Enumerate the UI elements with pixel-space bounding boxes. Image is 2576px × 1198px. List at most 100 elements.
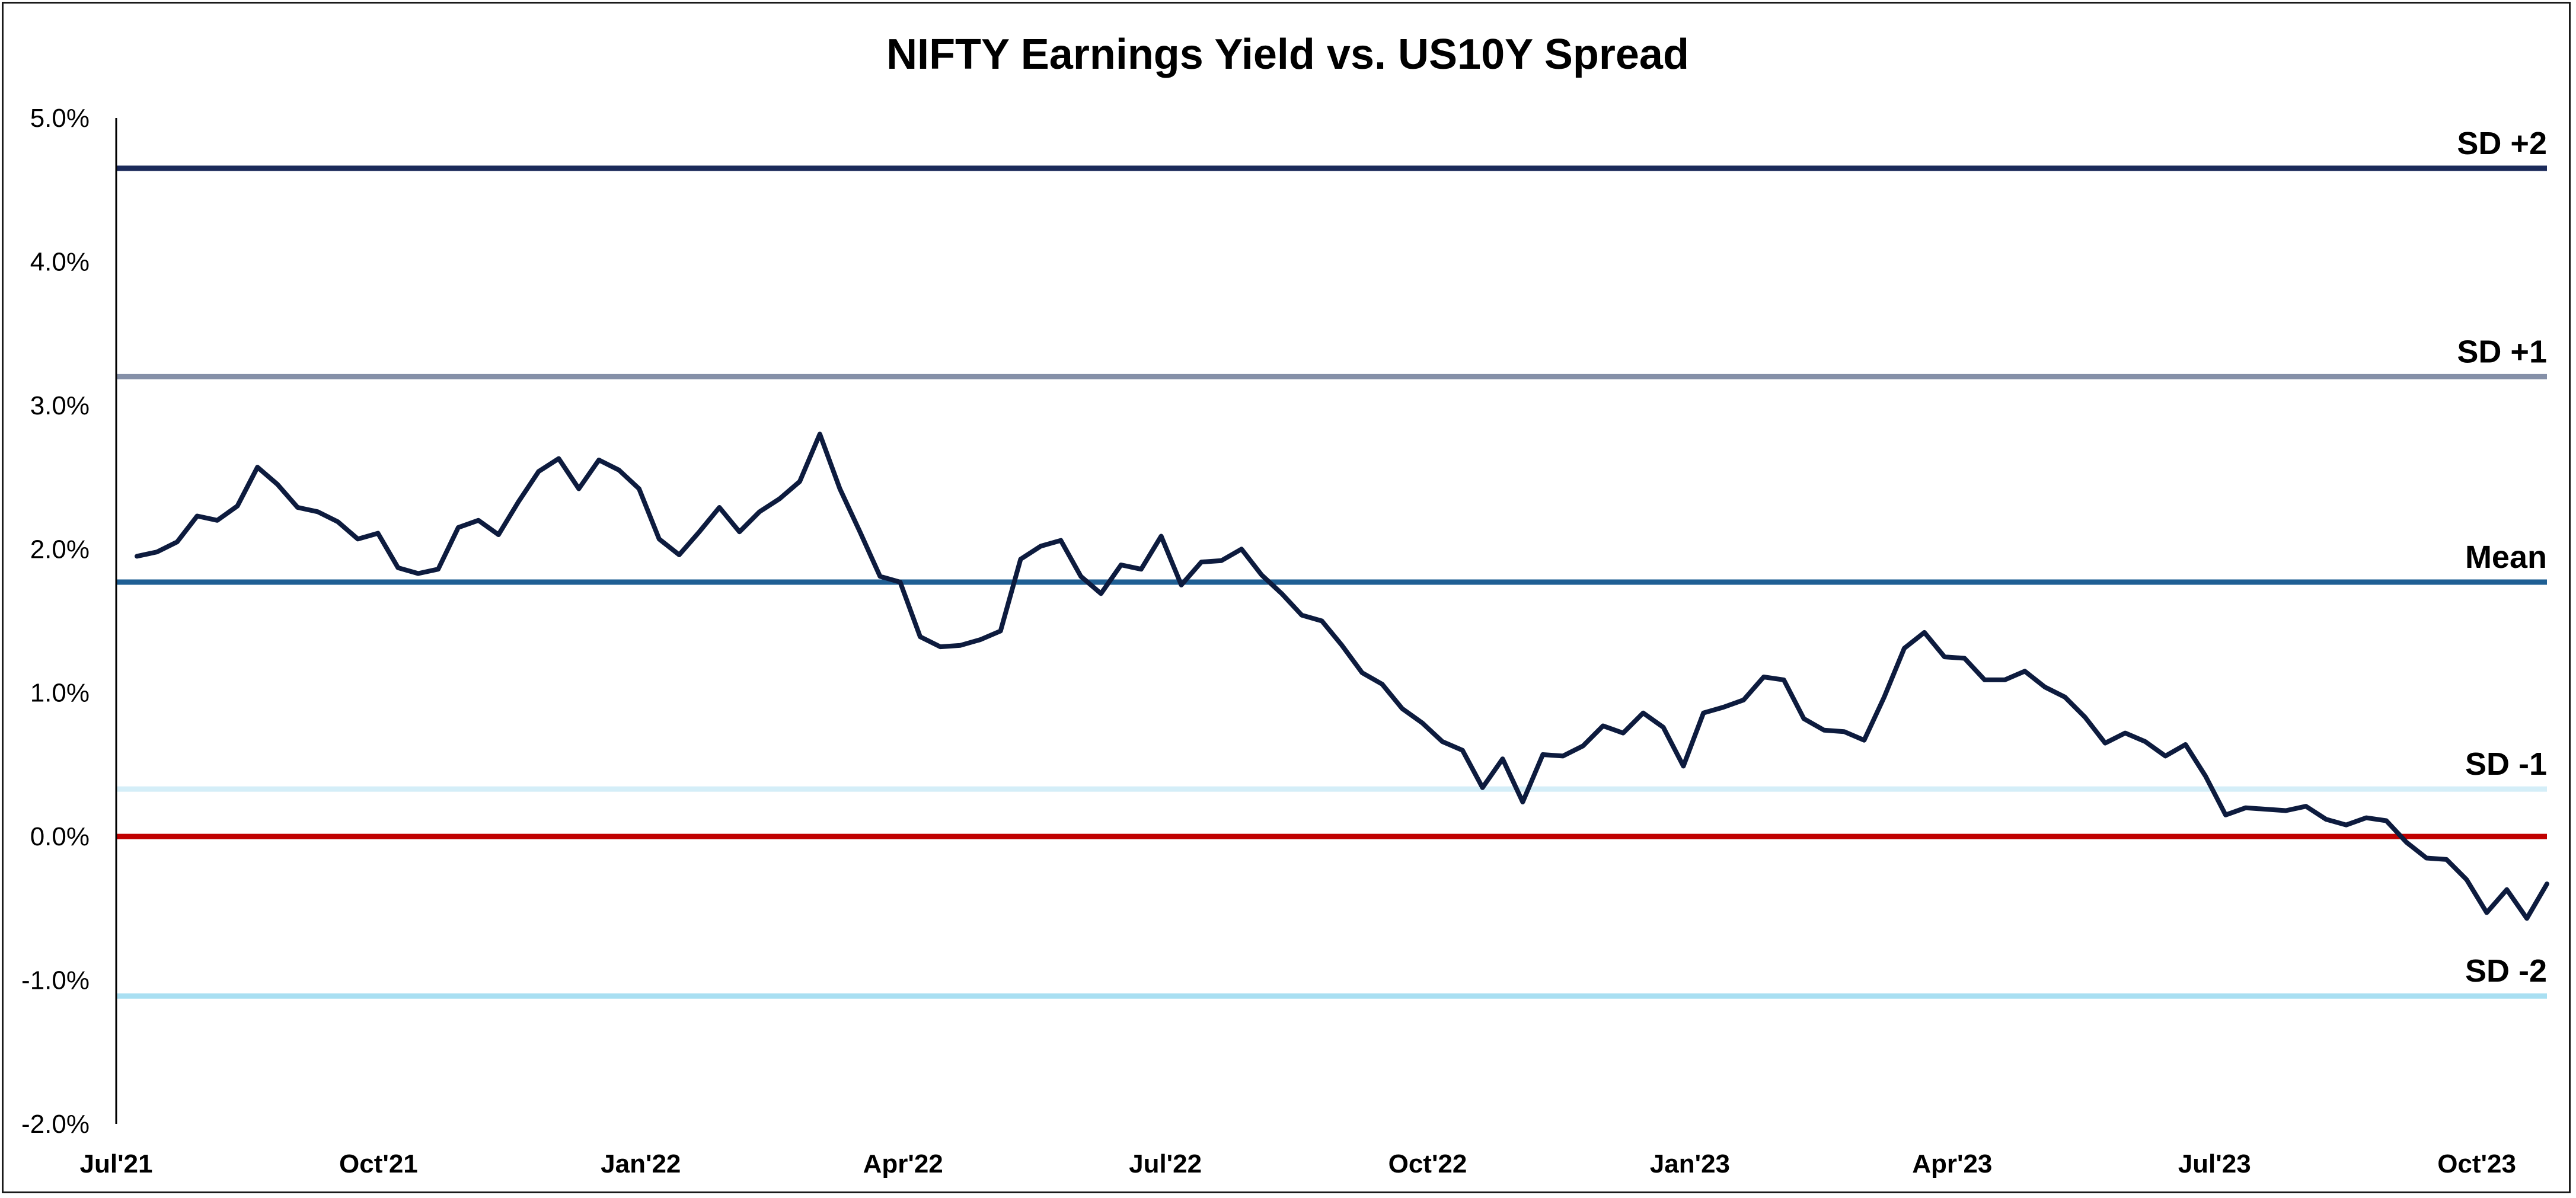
- data-point: [1020, 558, 1022, 560]
- data-point: [1241, 548, 1243, 550]
- data-point: [196, 515, 198, 517]
- data-point: [1904, 647, 1905, 649]
- data-point: [2064, 697, 2066, 698]
- reference-lines: SD +2 SD +1 Mean SD -1 SD -2: [116, 126, 2547, 999]
- reference-line-label: SD +1: [2457, 334, 2547, 369]
- data-point: [2084, 716, 2086, 718]
- data-point: [1723, 707, 1725, 708]
- data-point: [2446, 858, 2447, 860]
- data-point: [1642, 712, 1644, 714]
- data-point: [759, 511, 761, 513]
- data-point: [1100, 593, 1102, 595]
- x-tick-label: Jul'22: [1129, 1149, 1202, 1178]
- data-point: [477, 519, 479, 521]
- data-point: [2004, 679, 2006, 681]
- data-point: [799, 481, 800, 483]
- data-point: [1361, 672, 1363, 673]
- data-point: [719, 507, 720, 508]
- data-point: [2265, 809, 2267, 810]
- data-point: [1281, 593, 1282, 595]
- data-point: [819, 433, 821, 435]
- data-point: [1823, 729, 1825, 731]
- data-point: [1964, 657, 1965, 659]
- x-axis: Jul'21 Oct'21 Jan'22 Apr'22 Jul'22 Oct'22 Jan'…: [80, 1149, 2516, 1178]
- data-point: [1943, 656, 1945, 658]
- x-tick-label: Oct'23: [2437, 1149, 2516, 1178]
- data-point: [1683, 765, 1684, 767]
- data-point: [497, 534, 499, 535]
- data-point: [1743, 699, 1744, 701]
- data-point: [2366, 817, 2367, 819]
- data-point: [859, 531, 861, 533]
- data-point: [1080, 576, 1082, 577]
- data-point: [1863, 739, 1865, 741]
- data-point: [2305, 806, 2307, 807]
- data-point: [1402, 708, 1403, 710]
- data-point: [1884, 697, 1885, 698]
- data-point: [739, 531, 740, 533]
- data-point: [1502, 758, 1504, 760]
- y-tick-label: -1.0%: [21, 966, 90, 995]
- reference-line-label: SD -1: [2465, 746, 2547, 782]
- y-tick-label: 2.0%: [30, 535, 90, 564]
- data-point: [2205, 775, 2207, 777]
- data-point: [1763, 676, 1764, 678]
- data-point: [558, 458, 560, 459]
- data-point: [1060, 539, 1062, 541]
- data-point: [959, 644, 961, 646]
- y-tick-label: 3.0%: [30, 391, 90, 420]
- data-point: [598, 459, 600, 461]
- data-point: [638, 488, 640, 490]
- x-tick-label: Jan'23: [1650, 1149, 1730, 1178]
- reference-line-label: SD -2: [2465, 953, 2547, 989]
- data-point: [839, 488, 841, 490]
- data-point: [618, 469, 620, 471]
- data-point: [136, 555, 138, 557]
- y-tick-label: 0.0%: [30, 822, 90, 851]
- x-tick-label: Oct'22: [1388, 1149, 1467, 1178]
- data-point: [237, 505, 238, 507]
- data-point: [879, 576, 881, 577]
- data-point: [337, 521, 339, 523]
- data-point: [2386, 820, 2387, 822]
- y-tick-label: 1.0%: [30, 679, 90, 708]
- data-point: [518, 501, 519, 503]
- data-point: [920, 636, 921, 638]
- data-point: [2024, 670, 2026, 672]
- reference-line-label: Mean: [2465, 539, 2547, 575]
- data-point: [1422, 722, 1423, 724]
- data-point: [2104, 742, 2106, 744]
- y-tick-label: 5.0%: [30, 104, 90, 133]
- x-tick-label: Apr'22: [863, 1149, 943, 1178]
- data-point: [2425, 857, 2427, 859]
- data-point: [317, 511, 318, 513]
- line-chart: NIFTY Earnings Yield vs. US10Y Spread SD…: [21, 31, 2549, 1178]
- data-point: [176, 541, 178, 543]
- data-point: [1984, 679, 1986, 681]
- data-point: [1622, 732, 1624, 734]
- data-point: [940, 646, 941, 648]
- y-axis: 5.0% 4.0% 3.0% 2.0% 1.0% 0.0% -1.0% -2.0%: [21, 104, 117, 1139]
- data-point: [698, 531, 700, 533]
- data-point: [2225, 814, 2226, 816]
- data-point: [2124, 732, 2126, 734]
- data-point: [538, 471, 540, 472]
- data-point: [1201, 561, 1202, 563]
- data-point: [2245, 807, 2246, 809]
- data-point: [2044, 686, 2046, 688]
- data-point: [2466, 878, 2468, 880]
- data-point: [1703, 712, 1704, 714]
- data-point: [1522, 801, 1524, 803]
- data-point: [2285, 810, 2287, 812]
- data-point: [1461, 749, 1463, 751]
- data-point: [2405, 841, 2407, 843]
- data-point: [1301, 614, 1303, 616]
- data-point: [2325, 819, 2327, 820]
- data-point: [1923, 631, 1925, 633]
- data-point: [779, 498, 780, 500]
- data-point: [1803, 718, 1805, 720]
- data-point: [1562, 755, 1564, 757]
- x-tick-label: Apr'23: [1912, 1149, 1992, 1178]
- data-point: [417, 573, 419, 574]
